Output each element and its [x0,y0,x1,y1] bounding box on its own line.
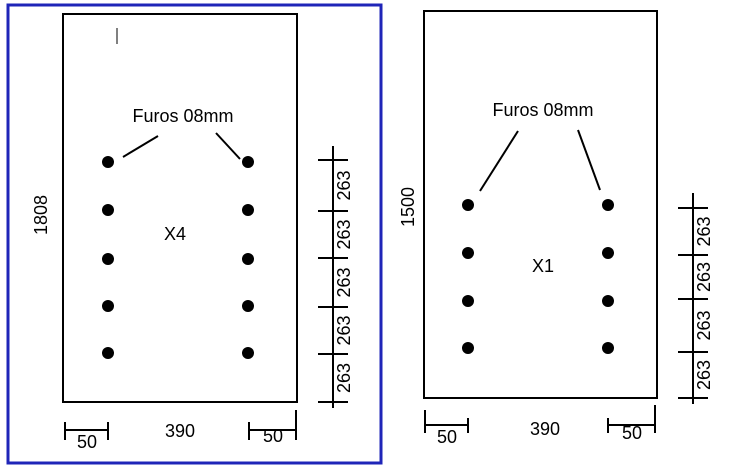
hole [462,199,474,211]
hole [602,342,614,354]
spacing-label: 263 [694,216,714,246]
spacing-label: 263 [334,170,354,200]
edge-right-label: 50 [263,426,283,446]
spacing-label: 263 [694,262,714,292]
height-label: 1500 [398,187,418,227]
width-label: 390 [165,421,195,441]
edge-left-label: 50 [77,432,97,452]
hole [242,253,254,265]
edge-left-label: 50 [437,427,457,447]
hole [102,253,114,265]
hole [102,347,114,359]
hole [242,156,254,168]
hole-label: Furos 08mm [492,100,593,120]
leader [479,130,519,192]
selection-frame[interactable] [6,3,383,465]
plate [62,13,298,403]
width-label: 390 [530,419,560,439]
leader [215,132,241,160]
spacing-label: 263 [694,310,714,340]
spacing-label: 263 [694,360,714,390]
spacing-label: 263 [334,219,354,249]
hole-label: Furos 08mm [132,106,233,126]
dimension-brackets [424,405,656,433]
hole [602,247,614,259]
dimension-brackets [64,410,297,440]
quantity-label: X1 [532,256,554,276]
hole [242,347,254,359]
quantity-label: X4 [164,224,186,244]
spacing-label: 263 [334,267,354,297]
hole [462,342,474,354]
hole [102,204,114,216]
hole [462,247,474,259]
height-label: 1808 [31,195,51,235]
panel: Furos 08mm 1500 X1 50 390 50 263 263 263 26… [398,10,714,447]
panel: Furos 08mm 1808 X4 50 390 50 263 263 263 26… [31,13,354,452]
plate [423,10,658,399]
hole [102,300,114,312]
spacing-label: 263 [334,363,354,393]
hole [102,156,114,168]
edge-right-label: 50 [622,423,642,443]
hole [462,295,474,307]
hole [602,199,614,211]
hole [242,300,254,312]
leader [122,135,159,158]
spacing-label: 263 [334,315,354,345]
hole [242,204,254,216]
leader [577,129,601,191]
hole [602,295,614,307]
